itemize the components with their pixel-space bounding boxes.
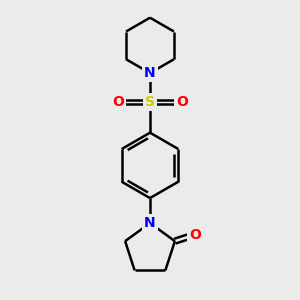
Text: N: N: [144, 66, 156, 80]
Text: O: O: [176, 95, 188, 109]
Text: S: S: [145, 95, 155, 109]
Text: N: N: [144, 216, 156, 230]
Text: O: O: [189, 228, 201, 242]
Text: O: O: [112, 95, 124, 109]
